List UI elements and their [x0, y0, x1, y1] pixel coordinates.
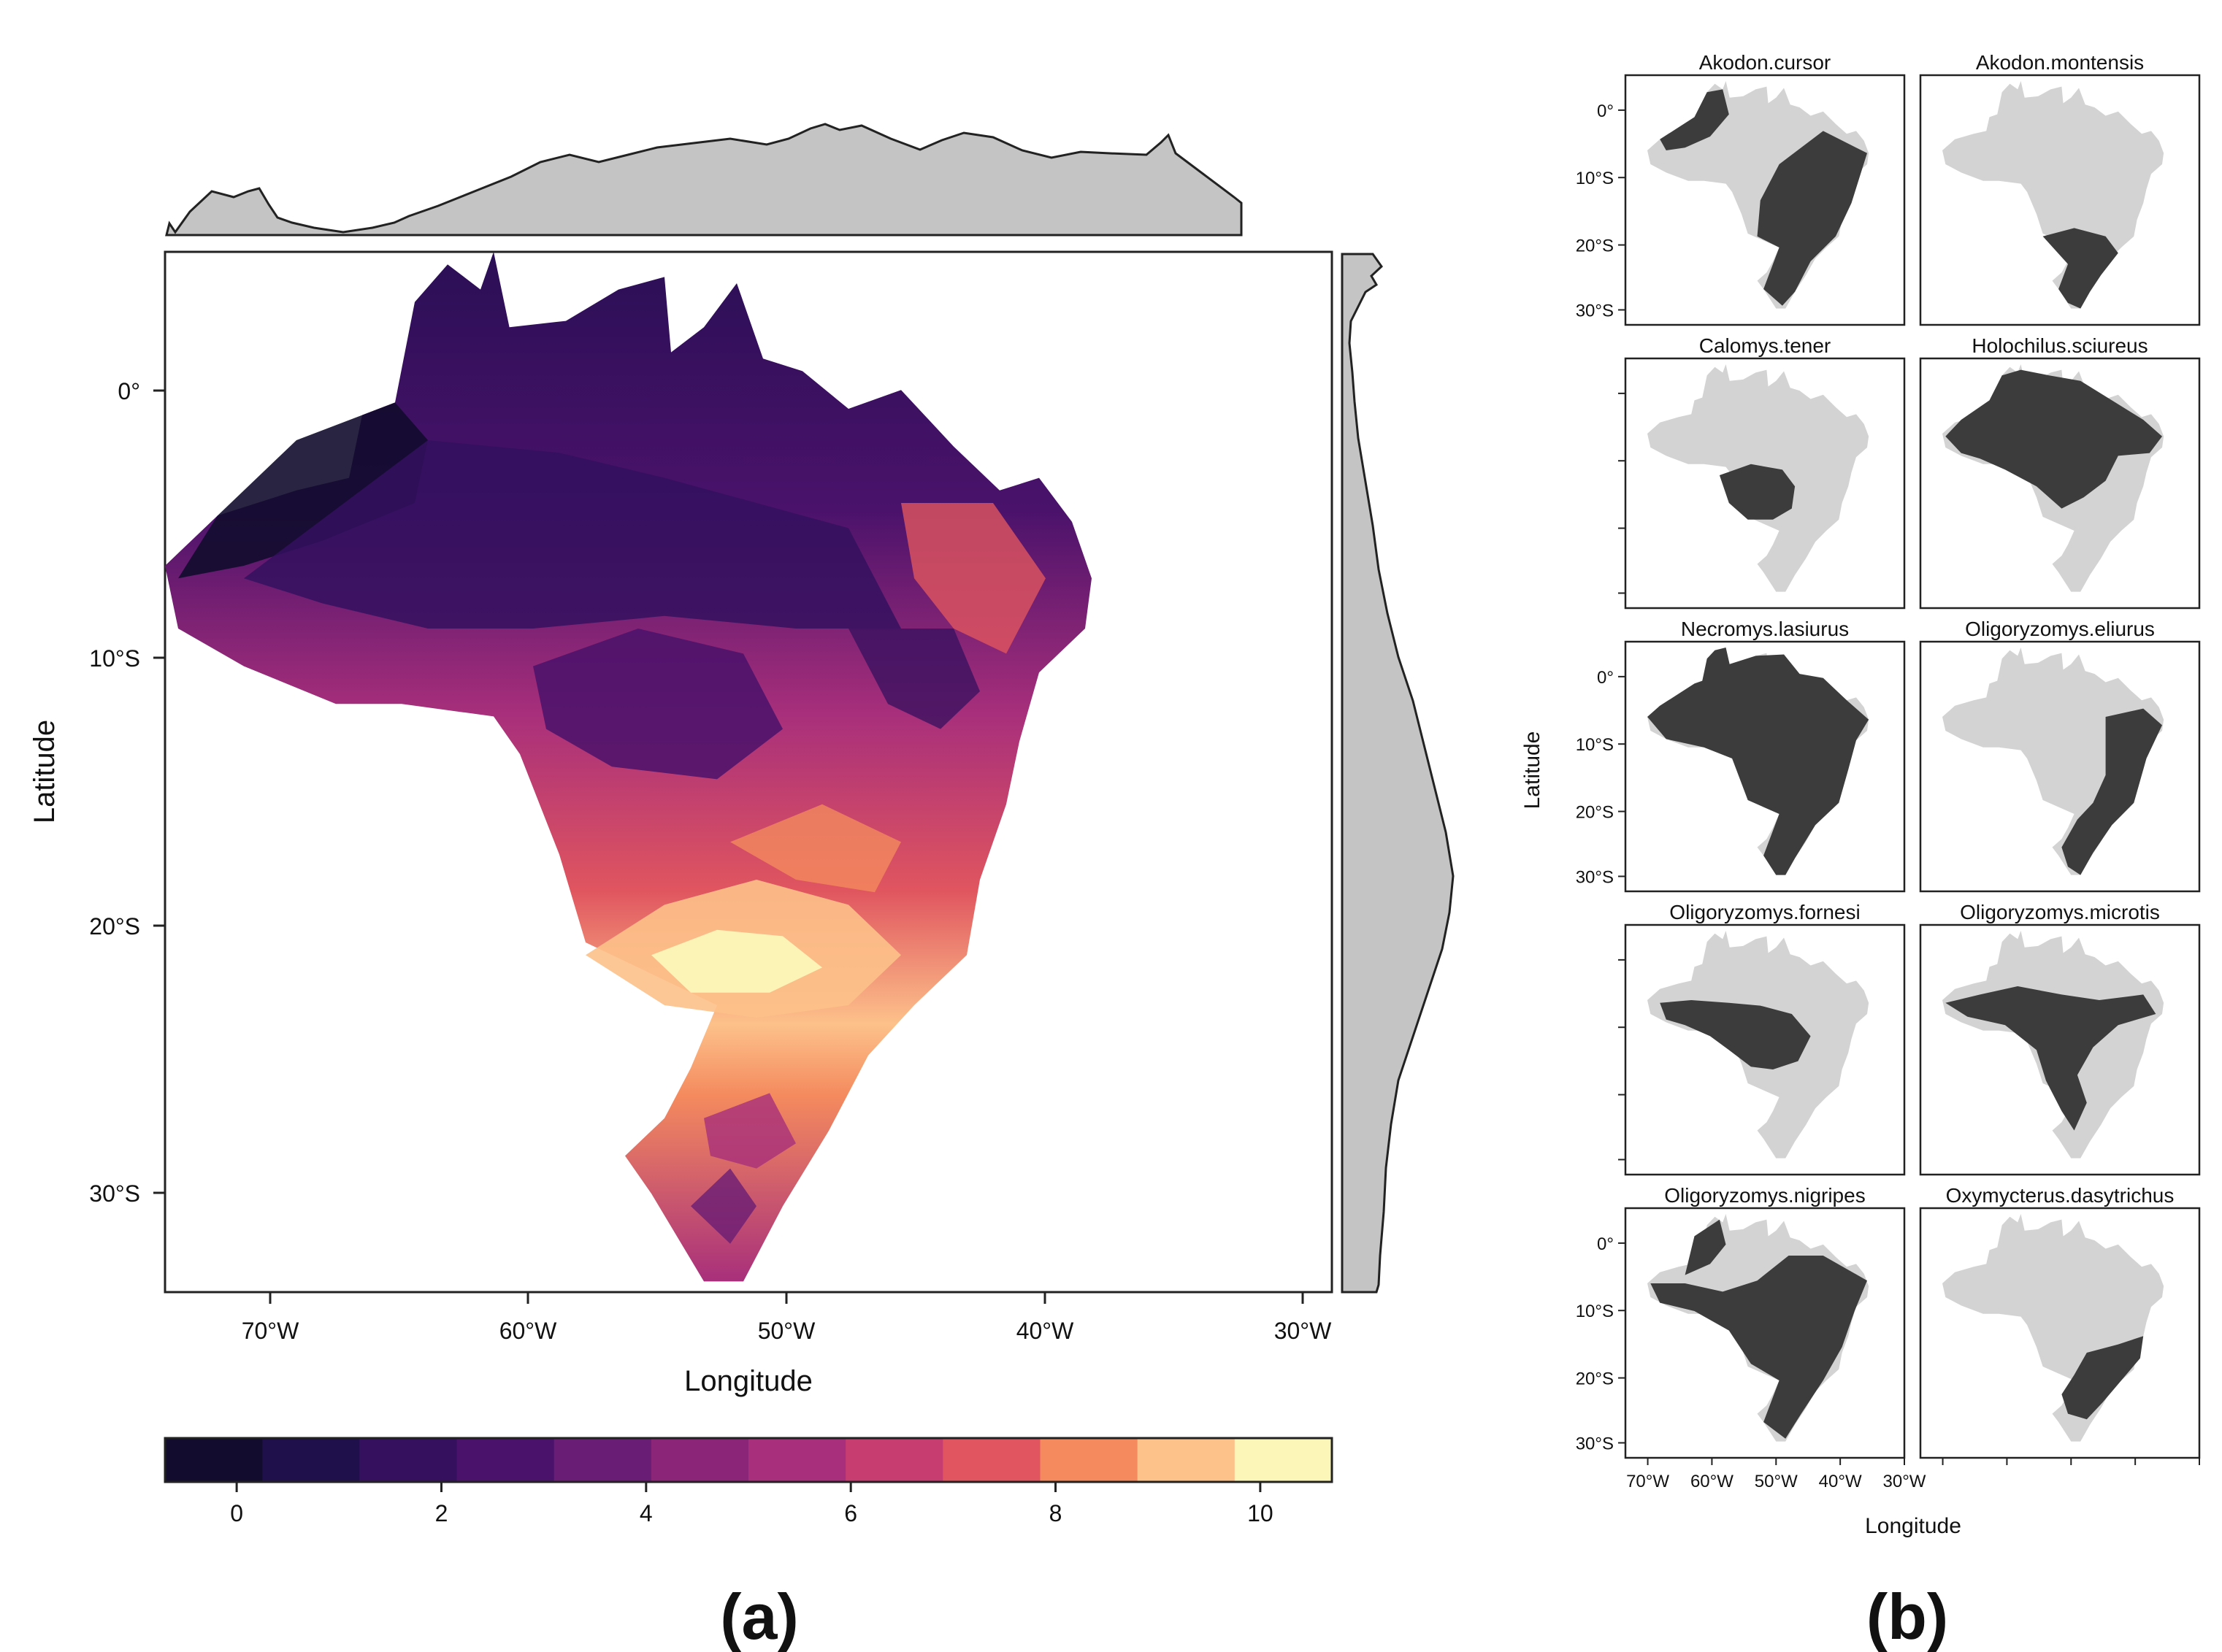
colorbar-frame — [164, 1437, 1333, 1483]
presence-area — [1650, 1219, 1867, 1439]
colorbar-tick-label: 4 — [640, 1500, 653, 1526]
colorbar-cell — [846, 1438, 943, 1482]
panel-b-y-title: Latitude — [1520, 731, 1544, 810]
colorbar-cell — [553, 1438, 652, 1482]
species-y-tick-label: 0° — [1597, 101, 1614, 121]
y-tick-label: 20°S — [89, 913, 140, 940]
species-y-tick-label: 20°S — [1576, 1369, 1614, 1389]
species-panel: Holochilus.sciureus — [1919, 334, 2201, 610]
species-y-tick-label: 0° — [1597, 1234, 1614, 1254]
latitude-profile — [1341, 253, 1455, 1294]
species-y-tick-label: 20°S — [1576, 803, 1614, 823]
species-panel: Calomys.tener — [1618, 334, 1906, 610]
y-tick-label: 30°S — [89, 1180, 140, 1207]
x-tick-label: 50°W — [758, 1318, 816, 1344]
species-x-tick-label: 60°W — [1690, 1472, 1733, 1491]
panel-b-label: (b) — [1866, 1580, 1948, 1652]
species-title: Necromys.lasiurus — [1681, 618, 1849, 640]
panel-b-x-title: Longitude — [1865, 1514, 1961, 1538]
presence-area — [1945, 369, 2162, 509]
species-y-tick-label: 30°S — [1576, 867, 1614, 887]
presence-area — [2061, 1336, 2144, 1420]
colorbar-cell — [262, 1438, 360, 1482]
presence-area — [1719, 464, 1796, 520]
species-y-tick-label: 10°S — [1576, 169, 1614, 188]
main-y-axis: 0° 10°S 20°S 30°S — [89, 378, 165, 1207]
species-panel: Akodon.cursor 0° 10°S 20°S 30°S — [1576, 51, 1906, 326]
colorbar-cell — [456, 1438, 555, 1482]
colorbar-tick-label: 0 — [230, 1500, 243, 1526]
colorbar-tick-label: 8 — [1049, 1500, 1062, 1526]
colorbar-cell — [1234, 1438, 1333, 1482]
colorbar-tick-label: 10 — [1247, 1500, 1273, 1526]
species-y-tick-label: 20°S — [1576, 237, 1614, 256]
species-title: Akodon.montensis — [1976, 51, 2144, 74]
main-x-axis-title: Longitude — [684, 1365, 813, 1397]
species-panel: Oxymycterus.dasytrichus — [1919, 1184, 2201, 1465]
species-panel: Akodon.montensis — [1919, 51, 2201, 326]
species-y-tick-label: 30°S — [1576, 301, 1614, 320]
species-panel: Necromys.lasiurus 0° 10°S 20°S 30°S — [1576, 618, 1906, 893]
species-x-tick-label: 30°W — [1883, 1472, 1926, 1491]
main-x-axis: 70°W 60°W 50°W 40°W 30°W — [242, 1292, 1332, 1344]
species-x-tick-label: 70°W — [1626, 1472, 1669, 1491]
species-title: Holochilus.sciureus — [1972, 334, 2148, 357]
panel-b: Latitude Longitude (b) Akodon.cursor 0° 10… — [1520, 51, 2201, 1652]
species-x-tick-label: 40°W — [1819, 1472, 1862, 1491]
colorbar-cell — [1040, 1438, 1138, 1482]
species-title: Oligoryzomys.fornesi — [1669, 901, 1860, 923]
colorbar-cell — [359, 1438, 457, 1482]
species-title: Oligoryzomys.nigripes — [1664, 1184, 1865, 1207]
species-panel: Oligoryzomys.nigripes 0° 10°S 20°S 30°S 70°W 6… — [1576, 1184, 1926, 1491]
presence-area — [1660, 1000, 1811, 1069]
presence-area — [1660, 89, 1867, 306]
panel-a: 0° 10°S 20°S 30°S 70°W 60°W 50°W 40°W 30… — [28, 123, 1455, 1652]
y-tick-label: 10°S — [89, 645, 140, 672]
presence-area — [1647, 648, 1869, 875]
x-tick-label: 30°W — [1274, 1318, 1332, 1344]
species-y-tick-label: 0° — [1597, 668, 1614, 688]
colorbar-cell — [165, 1438, 263, 1482]
colorbar-cell — [748, 1438, 846, 1482]
species-y-tick-label: 30°S — [1576, 1434, 1614, 1453]
colorbar-cell — [1137, 1438, 1235, 1482]
species-title: Oligoryzomys.microtis — [1960, 901, 2160, 923]
presence-area — [2042, 228, 2118, 309]
species-x-tick-label: 50°W — [1755, 1472, 1798, 1491]
colorbar: 0 2 4 6 8 10 — [164, 1437, 1333, 1526]
species-title: Akodon.cursor — [1699, 51, 1831, 74]
species-panel: Oligoryzomys.fornesi — [1618, 901, 1906, 1176]
species-title: Oligoryzomys.eliurus — [1965, 618, 2155, 640]
species-title: Calomys.tener — [1699, 334, 1831, 357]
presence-area — [2061, 708, 2162, 875]
colorbar-cell — [943, 1438, 1041, 1482]
colorbar-tick-label: 6 — [844, 1500, 857, 1526]
species-title: Oxymycterus.dasytrichus — [1946, 1184, 2175, 1207]
brazil-heatmap — [165, 252, 1092, 1282]
species-panel: Oligoryzomys.microtis — [1919, 901, 2201, 1176]
longitude-profile — [165, 123, 1243, 237]
y-tick-label: 0° — [118, 378, 140, 404]
x-tick-label: 60°W — [499, 1318, 557, 1344]
panel-a-label: (a) — [720, 1580, 799, 1652]
x-tick-label: 40°W — [1016, 1318, 1074, 1344]
colorbar-tick-label: 2 — [435, 1500, 448, 1526]
species-y-tick-label: 10°S — [1576, 1302, 1614, 1321]
main-y-axis-title: Latitude — [28, 720, 61, 823]
presence-area — [1945, 986, 2156, 1131]
species-y-tick-label: 10°S — [1576, 735, 1614, 755]
species-panel: Oligoryzomys.eliurus — [1919, 618, 2201, 893]
colorbar-cell — [651, 1438, 749, 1482]
x-tick-label: 70°W — [242, 1318, 299, 1344]
